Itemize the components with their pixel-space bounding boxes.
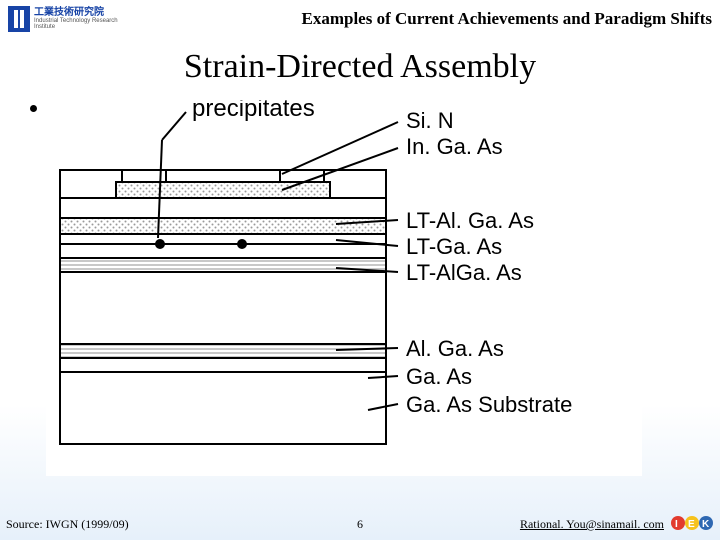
label-gaas: Ga. As bbox=[406, 364, 472, 389]
logo-en: Industrial Technology Research Institute bbox=[34, 18, 124, 30]
svg-text:K: K bbox=[702, 519, 710, 530]
substrate-box bbox=[60, 170, 386, 444]
label-lt-algaas2: LT-AlGa. As bbox=[406, 260, 522, 285]
layer-lt-gaas bbox=[60, 234, 386, 244]
author-email[interactable]: Rational. You@sinamail. com bbox=[520, 517, 664, 532]
label-lt-algaas1: LT-Al. Ga. As bbox=[406, 208, 534, 233]
svg-text:I: I bbox=[675, 519, 678, 530]
svg-text:E: E bbox=[688, 519, 695, 530]
label-algaas: Al. Ga. As bbox=[406, 336, 504, 361]
bullet-icon bbox=[30, 105, 37, 112]
page-number: 6 bbox=[357, 517, 363, 532]
layer-lt-algaas-1 bbox=[60, 218, 386, 234]
label-lt-gaas: LT-Ga. As bbox=[406, 234, 502, 259]
logo-cn: 工業技術研究院 bbox=[34, 8, 124, 18]
logo-text: 工業技術研究院 Industrial Technology Research I… bbox=[34, 8, 124, 30]
label-sin: Si. N bbox=[406, 108, 454, 133]
slide-title: Strain-Directed Assembly bbox=[0, 48, 720, 86]
layer-diagram-svg: precipitates Si. N In. Ga. As LT-Al. Ga.… bbox=[46, 100, 642, 476]
label-ingaas: In. Ga. As bbox=[406, 134, 503, 159]
layer-algaas bbox=[60, 344, 386, 358]
layer-lt-algaas-2 bbox=[60, 258, 386, 272]
precipitate-dot bbox=[237, 239, 247, 249]
section-title: Examples of Current Achievements and Par… bbox=[301, 9, 712, 29]
label-precipitates: precipitates bbox=[192, 100, 315, 122]
org-logo: 工業技術研究院 Industrial Technology Research I… bbox=[8, 4, 124, 34]
header: 工業技術研究院 Industrial Technology Research I… bbox=[8, 4, 712, 34]
source-citation: Source: IWGN (1999/09) bbox=[6, 517, 129, 532]
iek-logo-icon: I E K bbox=[670, 512, 714, 534]
logo-mark-icon bbox=[8, 6, 30, 32]
layer-diagram: precipitates Si. N In. Ga. As LT-Al. Ga.… bbox=[46, 100, 642, 476]
label-substrate: Ga. As Substrate bbox=[406, 392, 572, 417]
footer: Source: IWGN (1999/09) 6 Rational. You@s… bbox=[0, 512, 720, 532]
precipitate-dot bbox=[155, 239, 165, 249]
